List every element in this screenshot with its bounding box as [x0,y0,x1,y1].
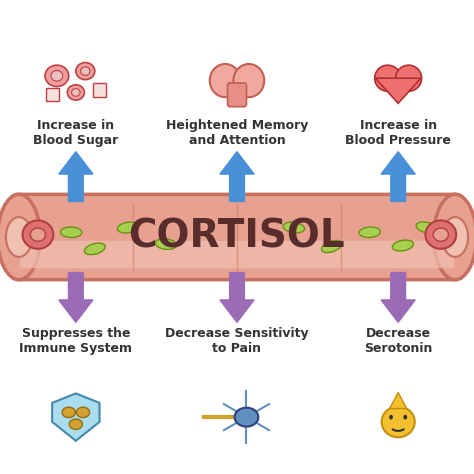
Ellipse shape [392,240,413,251]
Text: Decrease
Serotonin: Decrease Serotonin [364,327,432,355]
Ellipse shape [0,194,40,280]
Text: Suppresses the
Immune System: Suppresses the Immune System [19,327,132,355]
Ellipse shape [6,217,32,257]
Polygon shape [52,393,100,441]
Ellipse shape [118,222,138,233]
Ellipse shape [434,194,474,280]
Ellipse shape [382,407,415,437]
Ellipse shape [61,226,81,239]
FancyArrow shape [220,152,254,201]
FancyBboxPatch shape [9,194,465,280]
Ellipse shape [76,407,90,418]
Ellipse shape [389,415,393,419]
Ellipse shape [374,65,401,91]
Ellipse shape [235,408,258,427]
Text: Increase in
Blood Pressure: Increase in Blood Pressure [345,119,451,147]
Ellipse shape [233,64,264,97]
FancyArrow shape [59,152,93,201]
FancyBboxPatch shape [228,83,246,107]
Ellipse shape [84,244,105,254]
Ellipse shape [30,228,46,241]
Ellipse shape [359,227,380,238]
Ellipse shape [81,67,90,75]
Ellipse shape [416,222,437,233]
FancyArrow shape [59,273,93,322]
Polygon shape [390,392,407,409]
Text: CORTISOL: CORTISOL [128,218,346,256]
Ellipse shape [442,217,468,257]
FancyArrow shape [381,273,415,322]
Ellipse shape [322,239,341,254]
FancyArrow shape [220,273,254,322]
Ellipse shape [67,85,84,100]
Ellipse shape [210,64,240,97]
Ellipse shape [395,65,422,91]
Ellipse shape [426,220,456,249]
Ellipse shape [23,220,54,249]
Ellipse shape [45,65,69,87]
Ellipse shape [433,228,448,241]
FancyBboxPatch shape [93,83,106,97]
Ellipse shape [51,71,63,81]
Ellipse shape [72,89,80,96]
Ellipse shape [284,221,304,234]
Ellipse shape [76,63,95,80]
Ellipse shape [403,415,407,419]
Ellipse shape [155,239,176,249]
FancyArrow shape [381,152,415,201]
Ellipse shape [69,419,82,429]
Text: Decrease Sensitivity
to Pain: Decrease Sensitivity to Pain [165,327,309,355]
FancyBboxPatch shape [46,88,59,101]
Ellipse shape [62,407,75,418]
FancyBboxPatch shape [20,241,454,268]
Text: Increase in
Blood Sugar: Increase in Blood Sugar [33,119,118,147]
Polygon shape [375,78,421,103]
Text: Heightened Memory
and Attention: Heightened Memory and Attention [166,119,308,147]
